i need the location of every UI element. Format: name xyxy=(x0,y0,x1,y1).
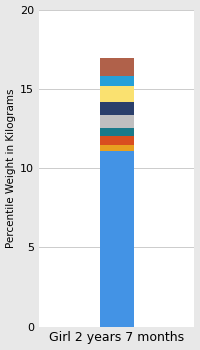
Bar xyxy=(100,76,134,86)
Bar xyxy=(100,102,134,115)
Bar xyxy=(100,115,134,128)
Bar xyxy=(100,86,134,102)
Bar xyxy=(100,150,134,327)
Bar xyxy=(100,58,134,76)
Y-axis label: Percentile Weight in Kilograms: Percentile Weight in Kilograms xyxy=(6,88,16,248)
Bar xyxy=(100,136,134,145)
Bar xyxy=(100,128,134,136)
Bar xyxy=(100,145,134,150)
